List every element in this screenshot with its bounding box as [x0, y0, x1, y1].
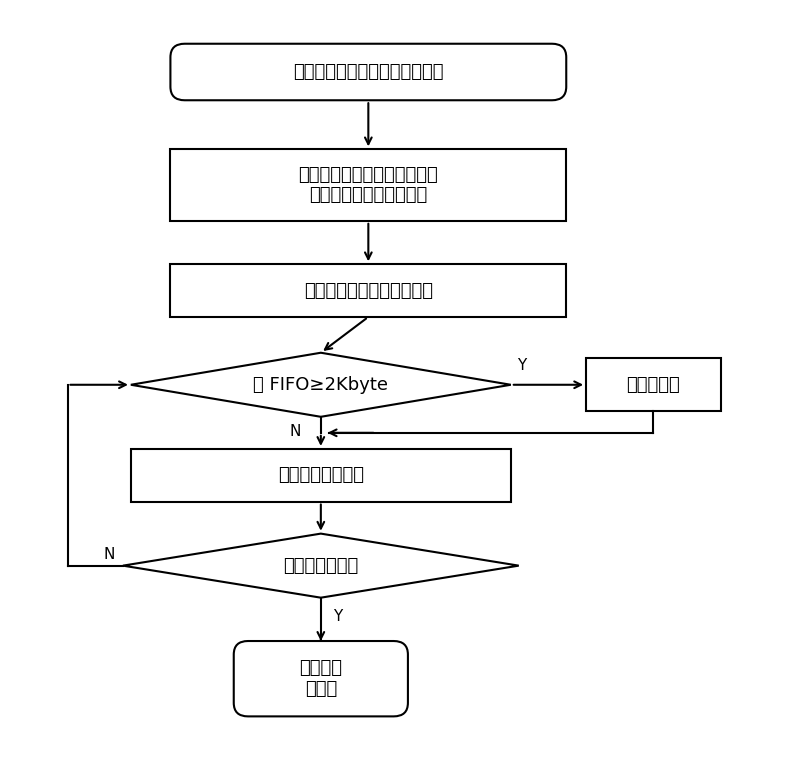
Text: 读取一页历史数据: 读取一页历史数据	[278, 466, 364, 484]
Text: Y: Y	[517, 358, 526, 373]
Text: 利用获得索引的方法，获取该
历史数据所需的索引文件: 利用获得索引的方法，获取该 历史数据所需的索引文件	[298, 165, 438, 204]
Text: N: N	[290, 424, 301, 440]
Text: 下发读单个或连续历史数据指令: 下发读单个或连续历史数据指令	[293, 63, 443, 81]
Bar	[170, 149, 566, 221]
Text: N: N	[104, 547, 115, 562]
Text: 获得文件的首地址和末地址: 获得文件的首地址和末地址	[304, 282, 433, 299]
Text: 读历史数
据结束: 读历史数 据结束	[299, 659, 342, 698]
Polygon shape	[123, 533, 518, 597]
Text: Y: Y	[333, 609, 342, 624]
Polygon shape	[131, 353, 511, 417]
Text: 写 FIFO≥2Kbyte: 写 FIFO≥2Kbyte	[254, 376, 388, 394]
FancyBboxPatch shape	[170, 43, 566, 101]
Text: 写入存储器: 写入存储器	[626, 376, 680, 394]
Bar	[131, 449, 511, 501]
Bar	[586, 358, 721, 411]
FancyBboxPatch shape	[234, 641, 408, 716]
Text: 读历史数据完成: 读历史数据完成	[283, 557, 358, 575]
Bar	[170, 264, 566, 317]
